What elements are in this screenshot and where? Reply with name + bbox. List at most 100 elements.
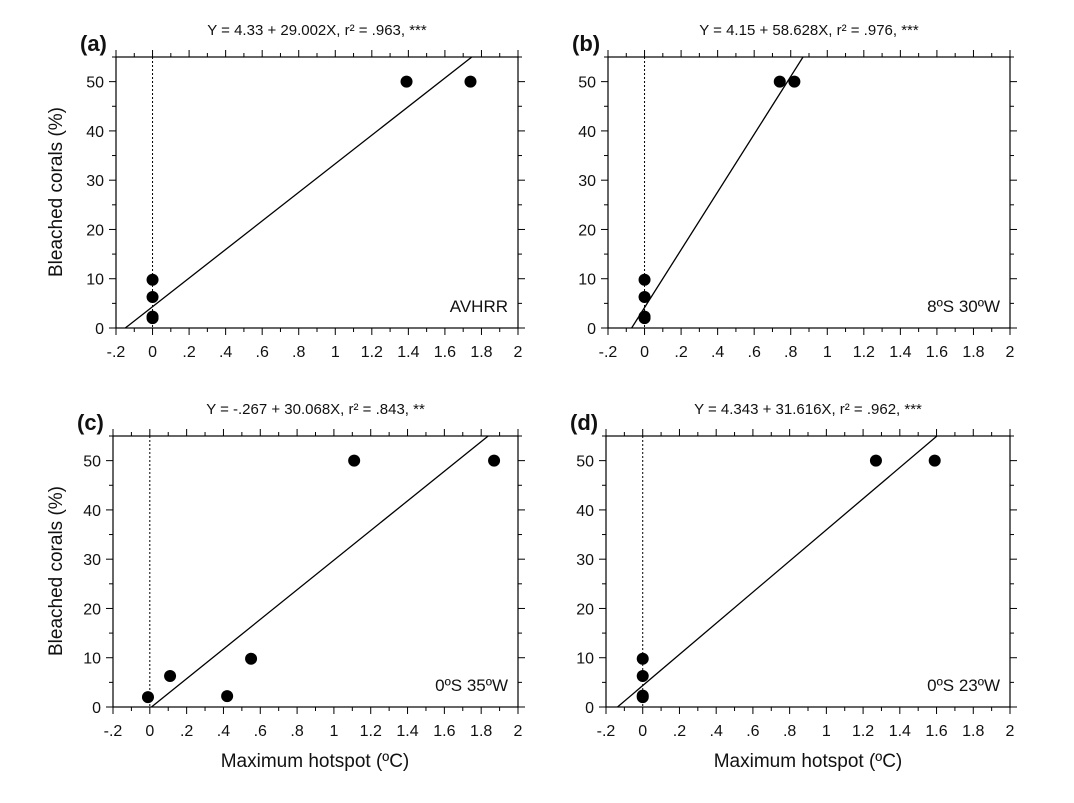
panel-letter: (a)	[80, 31, 107, 56]
x-tick-label: 1.6	[925, 723, 947, 740]
data-point	[636, 669, 649, 682]
x-tick-label: 1	[823, 344, 832, 361]
x-tick-label: 1	[822, 723, 831, 740]
panel-equation: Y = 4.15 + 58.628X, r² = .976, ***	[699, 22, 919, 39]
data-point	[400, 75, 413, 88]
data-point	[146, 310, 159, 323]
plot-frame	[607, 56, 1011, 329]
x-tick-label: -.2	[104, 723, 123, 740]
x-tick-label: .2	[180, 723, 193, 740]
y-tick-label: 0	[92, 700, 101, 717]
y-tick-label: 40	[86, 124, 104, 141]
y-tick-label: 30	[576, 552, 594, 569]
y-tick-label: 30	[86, 173, 104, 190]
regression-line	[630, 57, 804, 328]
x-tick-label: 2	[1006, 723, 1015, 740]
y-tick-label: 20	[576, 601, 594, 618]
data-point	[928, 454, 941, 467]
station-label: 0ºS 23ºW	[927, 676, 1000, 695]
x-tick-label: 1.4	[889, 344, 911, 361]
y-tick-label: 40	[578, 124, 596, 141]
data-point	[638, 310, 651, 323]
x-tick-label: .6	[256, 344, 269, 361]
station-label: AVHRR	[450, 297, 508, 316]
x-tick-label: 1.8	[470, 723, 492, 740]
x-tick-label: 0	[148, 344, 157, 361]
x-tick-label: 1.4	[396, 723, 418, 740]
x-tick-label: .4	[710, 723, 723, 740]
x-tick-label: .6	[746, 723, 759, 740]
x-tick-label: .4	[219, 344, 232, 361]
x-tick-label: -.2	[597, 723, 616, 740]
y-tick-label: 20	[578, 222, 596, 239]
x-tick-label: .6	[748, 344, 761, 361]
x-tick-label: 1.4	[397, 344, 419, 361]
x-axis-title-right: Maximum hotspot (ºC)	[714, 751, 903, 772]
data-point	[146, 273, 159, 286]
data-point	[636, 689, 649, 702]
y-tick-label: 50	[576, 454, 594, 471]
x-tick-label: .8	[290, 723, 303, 740]
x-axis-title-left: Maximum hotspot (ºC)	[221, 751, 410, 772]
x-tick-label: 1.2	[361, 344, 383, 361]
y-tick-label: 50	[86, 75, 104, 92]
y-tick-label: 10	[83, 651, 101, 668]
panel-letter: (b)	[572, 31, 600, 56]
x-tick-label: .4	[217, 723, 230, 740]
x-tick-label: 0	[145, 723, 154, 740]
x-tick-label: .2	[674, 344, 687, 361]
data-point	[221, 690, 234, 703]
x-tick-label: 1.6	[926, 344, 948, 361]
data-point	[636, 652, 649, 665]
x-tick-label: .8	[292, 344, 305, 361]
y-tick-label: 0	[585, 700, 594, 717]
regression-line	[124, 57, 473, 328]
x-tick-label: 2	[514, 344, 523, 361]
x-tick-label: 0	[638, 723, 647, 740]
x-tick-label: .6	[254, 723, 267, 740]
x-tick-label: 1.2	[852, 723, 874, 740]
x-tick-label: 1	[331, 344, 340, 361]
y-tick-label: 30	[83, 552, 101, 569]
x-tick-label: 2	[514, 723, 523, 740]
panel-equation: Y = 4.343 + 31.616X, r² = .962, ***	[694, 401, 922, 418]
y-tick-label: 0	[587, 321, 596, 338]
y-tick-label: 10	[578, 272, 596, 289]
y-tick-label: 40	[83, 503, 101, 520]
y-tick-label: 50	[578, 75, 596, 92]
x-tick-label: 1.8	[962, 723, 984, 740]
x-tick-label: 1.6	[434, 344, 456, 361]
y-tick-label: 0	[95, 321, 104, 338]
data-point	[488, 454, 501, 467]
x-tick-label: 1.8	[962, 344, 984, 361]
data-point	[638, 290, 651, 303]
regression-line	[150, 436, 490, 707]
data-point	[164, 669, 177, 682]
data-point	[638, 273, 651, 286]
data-point	[146, 290, 159, 303]
x-tick-label: -.2	[107, 344, 126, 361]
x-tick-label: 0	[640, 344, 649, 361]
data-point	[348, 454, 361, 467]
x-tick-label: 1.2	[853, 344, 875, 361]
x-tick-label: 1.4	[889, 723, 911, 740]
x-tick-label: .4	[711, 344, 724, 361]
x-tick-label: .8	[783, 723, 796, 740]
data-point	[141, 691, 154, 704]
y-tick-label: 40	[576, 503, 594, 520]
x-tick-label: 1	[329, 723, 338, 740]
data-point	[788, 75, 801, 88]
y-tick-label: 30	[578, 173, 596, 190]
y-tick-label: 20	[83, 601, 101, 618]
x-tick-label: 1.2	[360, 723, 382, 740]
x-tick-label: 1.8	[470, 344, 492, 361]
data-point	[464, 75, 477, 88]
x-tick-label: .2	[673, 723, 686, 740]
x-tick-label: .8	[784, 344, 797, 361]
panel-letter: (c)	[77, 410, 104, 435]
